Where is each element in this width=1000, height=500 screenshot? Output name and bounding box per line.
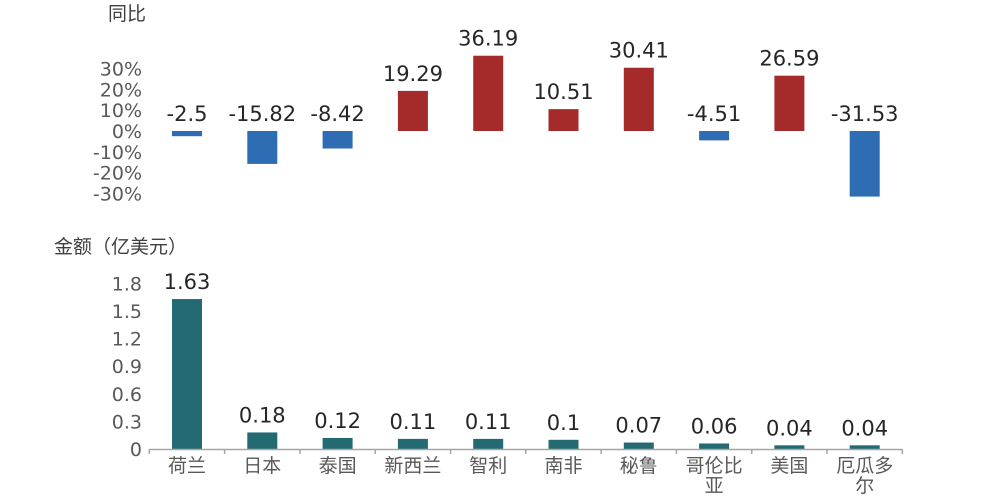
- top-value-label: -31.53: [831, 102, 899, 126]
- top-value-label: -8.42: [310, 102, 364, 126]
- top-y-tick-label: -20%: [93, 163, 142, 185]
- bottom-bar: [473, 438, 504, 449]
- bottom-bar: [247, 432, 278, 449]
- bottom-category-label: 南非: [544, 455, 582, 477]
- top-value-label: 19.29: [383, 62, 443, 86]
- bottom-value-label: 0.11: [465, 410, 512, 434]
- bottom-value-labels: 1.63 0.18 0.12 0.11 0.11 0.1 0.07 0.06 0.04 0.04: [164, 270, 888, 440]
- top-value-label: 10.51: [533, 80, 593, 104]
- bottom-value-label: 0.12: [314, 409, 361, 433]
- bottom-category-label: 泰国: [319, 455, 357, 477]
- bottom-y-tick-label: 0: [130, 439, 142, 461]
- bottom-bar: [172, 299, 202, 449]
- bottom-category-label: 亚: [705, 475, 724, 497]
- top-bar: [322, 131, 353, 149]
- top-bar: [473, 55, 504, 131]
- bottom-y-tick-label: 1.8: [112, 273, 142, 295]
- top-y-tick-label: 10%: [100, 100, 142, 122]
- bottom-bar: [548, 439, 579, 449]
- bottom-bar: [397, 438, 428, 449]
- top-value-label: -4.51: [687, 102, 741, 126]
- bottom-value-label: 1.63: [164, 270, 211, 294]
- top-value-label: -2.5: [167, 102, 208, 126]
- top-value-label: 26.59: [759, 47, 819, 71]
- top-value-label: -15.82: [228, 102, 296, 126]
- top-y-tick-label: 0%: [112, 121, 142, 143]
- bottom-y-tick-label: 1.2: [112, 329, 142, 351]
- bottom-value-label: 0.04: [841, 416, 888, 440]
- top-value-label: 30.41: [609, 39, 669, 63]
- top-bar: [623, 67, 654, 131]
- top-bar: [699, 131, 730, 141]
- bottom-y-tick-label: 1.5: [112, 301, 142, 323]
- bottom-bar: [699, 443, 730, 449]
- bottom-category-label: 哥伦比: [686, 455, 743, 477]
- bottom-y-tick-label: 0.6: [112, 384, 142, 406]
- top-bar: [247, 131, 278, 164]
- bottom-category-label: 智利: [469, 455, 507, 477]
- bottom-y-tick-label: 0.3: [112, 411, 142, 433]
- bottom-category-label: 美国: [770, 455, 808, 477]
- top-bar: [849, 131, 880, 197]
- bottom-value-label: 0.06: [691, 414, 738, 438]
- bottom-y-tick-label: 0.9: [112, 356, 142, 378]
- top-value-labels: -2.5 -15.82 -8.42 19.29 36.19 10.51 30.41 -4.51…: [167, 27, 899, 126]
- bottom-value-label: 0.04: [766, 416, 813, 440]
- bottom-chart-title: 金额（亿美元）: [54, 236, 187, 258]
- bottom-x-axis-tick-marks: [148, 449, 904, 454]
- top-bar: [548, 109, 579, 131]
- bottom-category-label: 荷兰: [168, 455, 206, 477]
- top-y-tick-label: 30%: [100, 59, 142, 81]
- top-y-tick-label: -30%: [93, 183, 142, 205]
- top-bar: [774, 75, 805, 131]
- bottom-value-label: 0.18: [239, 403, 286, 427]
- top-y-axis-ticks: 30%20%10%0%-10%-20%-30%: [93, 59, 142, 206]
- bottom-value-label: 0.1: [547, 411, 580, 435]
- top-value-label: 36.19: [458, 27, 518, 51]
- bottom-bar: [623, 442, 654, 449]
- bottom-value-label: 0.11: [390, 410, 437, 434]
- bottom-value-label: 0.07: [615, 414, 662, 438]
- bottom-bar: [322, 437, 353, 449]
- bottom-category-label: 日本: [243, 455, 281, 477]
- bottom-bars-group: [172, 299, 880, 449]
- top-chart-title: 同比: [108, 3, 146, 25]
- top-bar: [172, 131, 202, 137]
- top-bar: [397, 90, 428, 131]
- top-bars-group: [172, 55, 880, 197]
- bottom-bar: [774, 445, 805, 449]
- bottom-category-label: 厄瓜多: [836, 455, 893, 477]
- top-y-tick-label: 20%: [100, 79, 142, 101]
- bottom-y-axis-ticks: 1.8 1.5 1.2 0.9 0.6 0.3 0: [112, 273, 142, 461]
- bottom-category-label: 秘鲁: [620, 455, 658, 477]
- bottom-category-label: 新西兰: [384, 455, 441, 477]
- bottom-category-label: 尔: [855, 475, 874, 497]
- top-y-tick-label: -10%: [93, 142, 142, 164]
- bottom-bar: [849, 445, 880, 449]
